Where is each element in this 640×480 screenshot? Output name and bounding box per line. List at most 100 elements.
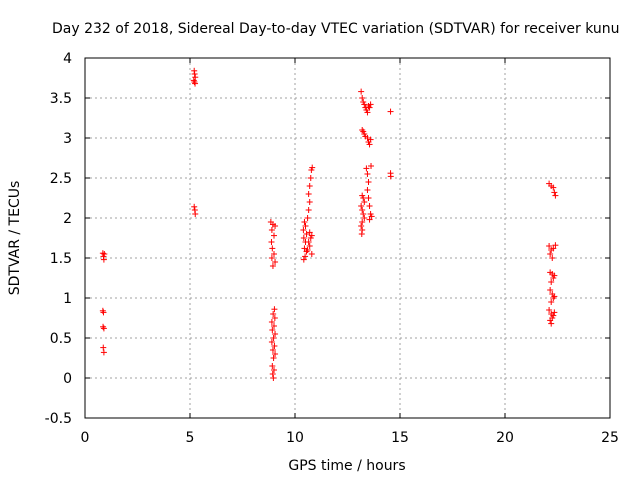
data-point: [304, 215, 311, 221]
data-point: [268, 239, 275, 245]
data-point: [192, 80, 199, 87]
data-point: [547, 287, 554, 293]
data-point: [100, 344, 107, 351]
data-point: [358, 203, 365, 209]
data-point: [300, 235, 307, 241]
data-point: [551, 293, 558, 300]
data-point: [552, 192, 559, 199]
data-point: [358, 231, 365, 237]
data-point: [302, 223, 309, 229]
data-point: [269, 363, 276, 369]
data-point: [361, 215, 368, 221]
data-point: [366, 216, 373, 223]
data-point: [548, 279, 555, 285]
data-point: [306, 243, 313, 249]
data-point: [271, 251, 277, 257]
y-tick-label: 3.5: [50, 91, 72, 107]
data-point: [360, 195, 367, 201]
data-point: [269, 371, 276, 377]
data-point: [361, 101, 368, 108]
data-points: [99, 67, 559, 381]
data-point: [551, 309, 558, 316]
data-point: [308, 232, 315, 239]
data-point: [100, 256, 107, 263]
data-point: [100, 349, 107, 356]
data-point: [301, 219, 308, 225]
data-point: [364, 187, 371, 193]
plot-frame: [84, 57, 611, 419]
data-point: [269, 245, 276, 252]
data-point: [271, 306, 278, 313]
data-point: [365, 195, 372, 201]
data-point: [268, 227, 275, 233]
data-point: [368, 163, 375, 169]
data-point: [364, 135, 371, 141]
y-tick-label: 2: [63, 211, 72, 227]
data-point: [551, 272, 558, 279]
data-point: [306, 199, 313, 205]
data-point: [272, 259, 279, 265]
data-point: [268, 339, 275, 345]
y-tick-label: 3: [63, 131, 72, 147]
data-point: [359, 219, 366, 225]
data-point: [272, 331, 279, 337]
data-point: [272, 223, 279, 229]
data-point: [550, 245, 557, 252]
y-axis-ticks: -0.5 0 0.5 1 1.5 2 2.5 3 3.5 4: [45, 51, 610, 427]
x-tick-label: 0: [81, 430, 90, 446]
y-axis-title: SDTVAR / TECUs: [7, 181, 23, 296]
data-point: [363, 165, 370, 172]
data-point: [191, 203, 198, 210]
data-point: [272, 351, 279, 357]
data-point: [358, 88, 365, 95]
chart-title: Day 232 of 2018, Sidereal Day-to-day VTE…: [52, 21, 620, 37]
data-point: [271, 232, 277, 239]
data-point: [270, 355, 277, 361]
data-point: [306, 229, 313, 236]
data-point: [359, 95, 366, 101]
data-point: [365, 179, 372, 185]
data-point: [366, 104, 373, 111]
y-tick-label: 1: [63, 291, 72, 307]
x-tick-label: 10: [286, 430, 304, 446]
data-point: [359, 207, 366, 213]
data-point: [387, 173, 394, 180]
data-point: [366, 203, 373, 209]
data-point: [192, 211, 199, 217]
data-point: [271, 315, 278, 321]
data-point: [551, 189, 558, 196]
data-point: [191, 71, 198, 77]
x-axis-title: GPS time / hours: [288, 458, 405, 474]
x-axis-ticks: 0 5 10 15 20 25: [81, 58, 619, 446]
data-point: [307, 175, 314, 181]
data-point: [269, 347, 276, 353]
data-point: [301, 245, 308, 252]
data-point: [547, 251, 554, 257]
data-point: [549, 255, 556, 261]
data-point: [546, 243, 553, 249]
data-point: [367, 101, 374, 108]
data-point: [268, 255, 275, 261]
data-point: [364, 109, 371, 116]
data-point: [304, 247, 311, 253]
grid-lines: [85, 58, 610, 418]
y-tick-label: 1.5: [50, 251, 72, 267]
data-point: [270, 311, 277, 317]
data-point: [552, 242, 559, 249]
data-point: [271, 323, 277, 329]
data-point: [270, 335, 277, 341]
data-point: [101, 251, 108, 257]
y-tick-label: 0.5: [50, 331, 72, 347]
x-tick-label: 20: [496, 430, 514, 446]
data-point: [270, 375, 277, 381]
data-point: [271, 343, 278, 349]
x-tick-label: 25: [601, 430, 619, 446]
data-point: [269, 263, 276, 269]
x-tick-label: 15: [391, 430, 409, 446]
data-point: [550, 184, 557, 191]
data-point: [546, 307, 553, 313]
data-point: [305, 239, 312, 245]
data-point: [360, 211, 367, 217]
data-point: [268, 319, 275, 325]
